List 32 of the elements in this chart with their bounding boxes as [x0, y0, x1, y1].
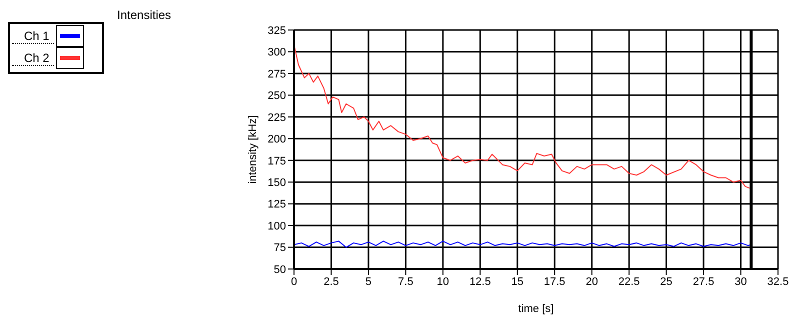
x-tick-label: 20: [586, 276, 598, 288]
x-tick-label: 22.5: [618, 276, 640, 288]
y-tick-label: 125: [268, 198, 286, 211]
y-tick-label: 175: [268, 155, 286, 168]
x-axis-title: time [s]: [518, 303, 554, 315]
y-tick-label: 300: [268, 46, 286, 59]
legend-label: Ch 1: [12, 28, 54, 44]
x-tick-label: 7.5: [398, 276, 414, 288]
x-tick-label: 0: [290, 276, 298, 288]
y-tick-label: 100: [268, 220, 286, 232]
y-tick-label: 325: [268, 24, 286, 37]
y-tick-label: 75: [274, 242, 286, 254]
x-tick-label: 25: [660, 276, 672, 288]
y-tick-label: 250: [268, 90, 286, 102]
x-tick-label: 30: [734, 276, 747, 288]
y-tick-label: 225: [268, 112, 286, 124]
legend-label: Ch 2: [12, 50, 54, 66]
line-series: [294, 240, 752, 248]
x-tick-label: 27.5: [692, 276, 714, 288]
x-tick-label: 5: [365, 276, 372, 288]
y-tick-label: 150: [268, 176, 286, 189]
x-tick-label: 12.5: [469, 276, 491, 288]
x-tick-label: 32.5: [767, 276, 789, 288]
x-tick-label: 10: [436, 276, 450, 288]
x-tick-label: 15: [511, 276, 524, 288]
x-tick-label: 17.5: [544, 276, 566, 288]
y-tick-label: 200: [268, 134, 286, 146]
x-tick-label: 2.5: [324, 276, 339, 288]
text: Intensities: [117, 8, 172, 22]
y-axis-title: intensity [kHz]: [246, 115, 259, 184]
y-tick-label: 275: [268, 68, 286, 80]
y-tick-label: 50: [274, 264, 286, 276]
